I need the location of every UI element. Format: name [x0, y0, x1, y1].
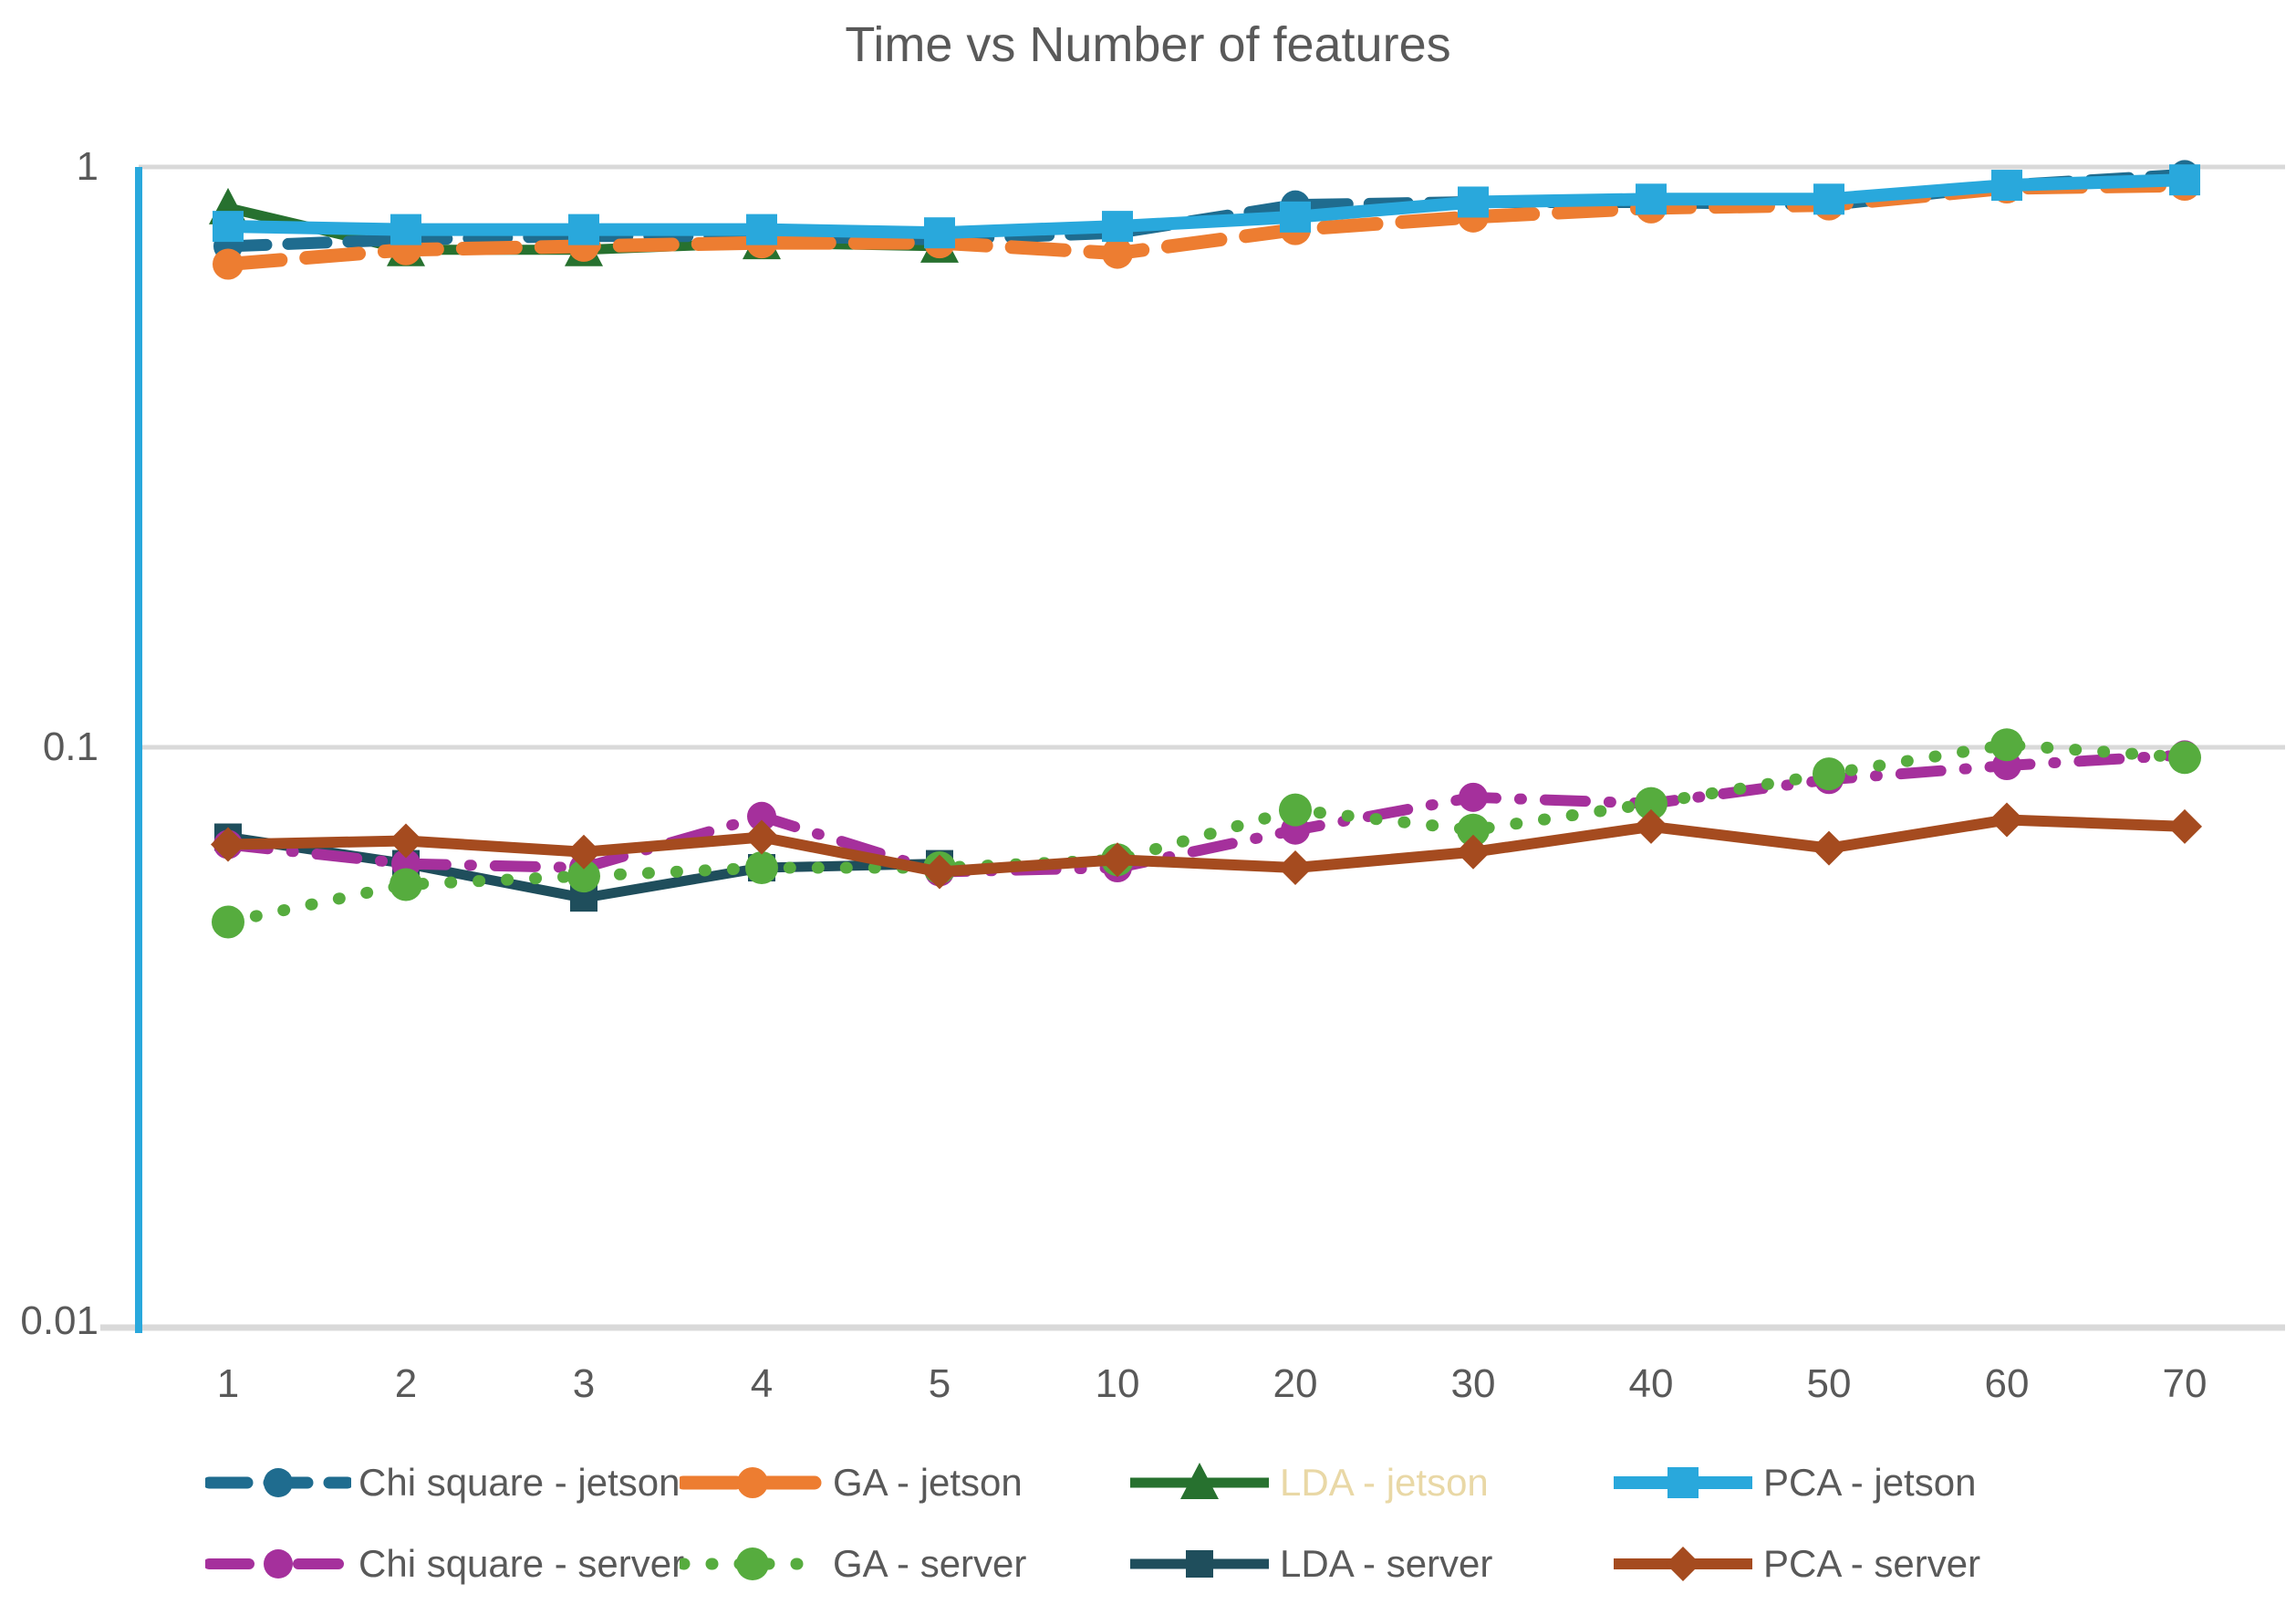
legend-label: PCA - jetson: [1763, 1461, 1977, 1504]
square-marker: [1667, 1467, 1699, 1498]
x-tick-70: 70: [2162, 1361, 2208, 1406]
diamond-marker: [1100, 842, 1135, 878]
circle-marker: [264, 1549, 293, 1579]
legend-label: PCA - server: [1763, 1542, 1981, 1585]
legend-item-pca---jetson: PCA - jetson: [1610, 1455, 1976, 1510]
legend-marker-circle: [680, 1547, 826, 1580]
legend-label: LDA - server: [1280, 1542, 1493, 1585]
circle-marker: [264, 1468, 293, 1497]
circle-marker: [1990, 728, 2023, 762]
square-marker: [1458, 186, 1489, 218]
legend-item-lda---server: LDA - server: [1127, 1537, 1492, 1591]
circle-marker: [747, 801, 776, 831]
series-pca---server: [211, 802, 2202, 890]
series-line: [227, 814, 2186, 878]
series-line: [221, 178, 2192, 272]
legend-marker-circle: [205, 1549, 351, 1579]
legend-label: GA - jetson: [833, 1461, 1023, 1504]
circle-marker: [745, 851, 778, 885]
series-pca---jetson: [213, 164, 2200, 249]
y-tick-0-1: 0.1: [42, 724, 99, 769]
diamond-marker: [1812, 830, 1846, 866]
square-marker: [390, 214, 421, 245]
legend-label: LDA - jetson: [1280, 1461, 1489, 1504]
diamond-marker: [744, 819, 779, 855]
circle-marker: [1459, 782, 1488, 812]
x-tick-4: 4: [750, 1361, 774, 1406]
triangle-marker: [1180, 1463, 1219, 1499]
square-marker: [1991, 170, 2022, 202]
legend-marker-circle: [680, 1467, 826, 1498]
square-marker: [924, 217, 955, 249]
circle-marker: [737, 1467, 768, 1498]
diamond-marker: [2167, 808, 2202, 844]
legend-marker-square: [1614, 1467, 1752, 1498]
diamond-marker: [1990, 802, 2024, 838]
legend-marker-diamond: [1614, 1547, 1752, 1581]
circle-marker: [1635, 787, 1667, 820]
square-marker: [746, 214, 777, 245]
circle-marker: [1279, 793, 1312, 827]
series-line: [227, 173, 2186, 240]
square-marker: [568, 214, 599, 245]
x-tick-1: 1: [216, 1361, 240, 1406]
legend-item-pca---server: PCA - server: [1610, 1537, 1980, 1591]
square-marker: [1280, 201, 1311, 233]
diamond-marker: [1456, 834, 1491, 870]
y-tick-1: 1: [76, 144, 99, 189]
x-tick-2: 2: [394, 1361, 418, 1406]
legend-item-ga---jetson: GA - jetson: [680, 1455, 1023, 1510]
circle-marker: [567, 860, 600, 893]
legend-item-chi-square---jetson: Chi square - jetson: [205, 1455, 680, 1510]
circle-marker: [213, 248, 244, 280]
legend-item-ga---server: GA - server: [680, 1537, 1026, 1591]
x-tick-30: 30: [1450, 1361, 1496, 1406]
square-marker: [1636, 183, 1667, 215]
square-marker: [1102, 211, 1133, 243]
legend-marker-circle: [205, 1468, 351, 1497]
x-tick-10: 10: [1095, 1361, 1140, 1406]
x-tick-40: 40: [1628, 1361, 1674, 1406]
diamond-marker: [1634, 808, 1668, 844]
legend-item-chi-square---server: Chi square - server: [205, 1537, 684, 1591]
legend-item-lda---jetson: LDA - jetson: [1127, 1455, 1489, 1510]
legend-label: GA - server: [833, 1542, 1027, 1585]
circle-marker: [2168, 741, 2201, 775]
circle-marker: [1457, 813, 1490, 847]
x-tick-60: 60: [1984, 1361, 2030, 1406]
circle-marker: [1102, 237, 1133, 269]
x-tick-3: 3: [572, 1361, 596, 1406]
x-tick-50: 50: [1806, 1361, 1852, 1406]
circle-marker: [212, 905, 244, 939]
circle-marker: [1813, 757, 1845, 791]
diamond-marker: [566, 834, 601, 870]
diamond-marker: [389, 823, 423, 859]
diamond-marker: [1278, 850, 1313, 886]
diamond-marker: [922, 854, 957, 890]
square-marker: [213, 211, 244, 243]
plot-area: [100, 160, 2285, 1333]
y-tick-0-01: 0.01: [20, 1298, 99, 1343]
series-line: [222, 738, 2191, 928]
square-marker: [1813, 183, 1844, 215]
diamond-marker: [1666, 1547, 1700, 1581]
legend-marker-square: [1130, 1550, 1269, 1578]
x-tick-5: 5: [928, 1361, 951, 1406]
diamond-marker: [211, 827, 245, 862]
chart-title: Time vs Number of features: [845, 17, 1451, 72]
legend-label: Chi square - jetson: [358, 1461, 680, 1504]
x-tick-20: 20: [1273, 1361, 1318, 1406]
legend-label: Chi square - server: [358, 1542, 685, 1585]
circle-marker: [390, 868, 422, 901]
square-marker: [1186, 1550, 1213, 1578]
series-line: [223, 749, 2190, 878]
legend-marker-triangle: [1130, 1463, 1269, 1499]
square-marker: [2169, 164, 2200, 196]
circle-marker: [736, 1547, 769, 1580]
